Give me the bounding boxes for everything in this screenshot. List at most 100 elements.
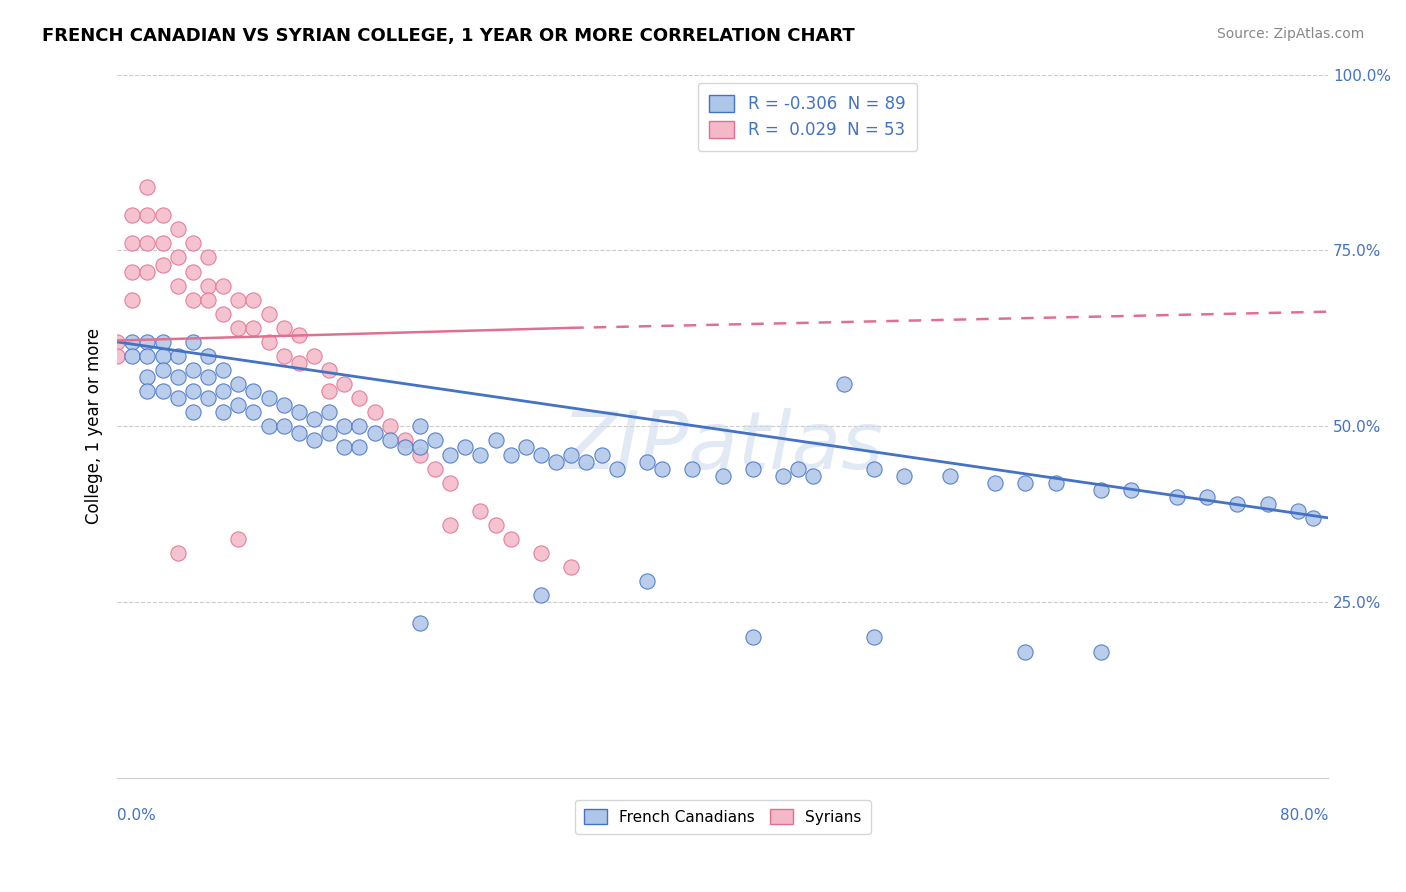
Point <box>1090 483 1112 497</box>
Point <box>197 370 219 384</box>
Point <box>349 441 371 455</box>
Point <box>560 560 582 574</box>
Legend: French Canadians, Syrians: French Canadians, Syrians <box>575 799 870 834</box>
Point <box>121 208 143 222</box>
Point <box>938 468 960 483</box>
Point <box>166 278 188 293</box>
Point <box>499 532 522 546</box>
Point <box>197 278 219 293</box>
Point <box>1166 490 1188 504</box>
Point <box>181 334 204 349</box>
Point <box>1257 497 1279 511</box>
Point <box>863 461 886 475</box>
Point <box>121 293 143 307</box>
Point <box>181 293 204 307</box>
Point <box>349 419 371 434</box>
Point <box>318 384 340 399</box>
Point <box>166 546 188 560</box>
Text: 80.0%: 80.0% <box>1279 808 1329 823</box>
Point <box>1302 511 1324 525</box>
Point <box>439 475 461 490</box>
Point <box>181 236 204 251</box>
Point <box>711 468 734 483</box>
Point <box>242 293 264 307</box>
Point <box>1014 475 1036 490</box>
Point <box>288 327 311 342</box>
Point <box>454 441 477 455</box>
Point <box>1121 483 1143 497</box>
Point <box>181 363 204 377</box>
Point <box>105 334 128 349</box>
Point <box>530 546 553 560</box>
Point <box>606 461 628 475</box>
Point <box>636 454 658 468</box>
Point <box>1090 644 1112 658</box>
Point <box>152 236 174 251</box>
Point <box>136 208 159 222</box>
Point <box>166 251 188 265</box>
Point <box>121 334 143 349</box>
Point <box>484 434 506 448</box>
Point <box>560 448 582 462</box>
Point <box>893 468 915 483</box>
Point <box>136 349 159 363</box>
Text: ZIPatlas: ZIPatlas <box>561 409 884 486</box>
Point <box>409 419 432 434</box>
Point <box>257 391 280 405</box>
Point <box>257 334 280 349</box>
Point <box>530 448 553 462</box>
Point <box>197 349 219 363</box>
Point <box>302 412 325 426</box>
Point <box>212 363 235 377</box>
Point <box>288 426 311 441</box>
Point <box>181 384 204 399</box>
Point <box>636 574 658 589</box>
Point <box>318 426 340 441</box>
Point <box>121 264 143 278</box>
Point <box>333 419 356 434</box>
Point <box>302 349 325 363</box>
Point <box>257 307 280 321</box>
Point <box>470 504 492 518</box>
Point <box>302 434 325 448</box>
Point <box>257 419 280 434</box>
Point <box>136 264 159 278</box>
Point <box>863 631 886 645</box>
Point <box>152 208 174 222</box>
Point <box>363 426 385 441</box>
Point <box>787 461 810 475</box>
Point <box>423 461 446 475</box>
Point <box>121 349 143 363</box>
Point <box>105 349 128 363</box>
Point <box>803 468 825 483</box>
Point <box>121 236 143 251</box>
Point <box>166 222 188 236</box>
Point <box>378 419 401 434</box>
Point <box>152 349 174 363</box>
Point <box>394 434 416 448</box>
Point <box>378 434 401 448</box>
Point <box>333 377 356 392</box>
Point <box>423 434 446 448</box>
Point <box>832 377 855 392</box>
Point <box>1045 475 1067 490</box>
Point <box>166 349 188 363</box>
Point <box>136 236 159 251</box>
Point <box>546 454 568 468</box>
Point <box>226 293 249 307</box>
Point <box>242 384 264 399</box>
Point <box>136 180 159 194</box>
Point <box>273 321 295 335</box>
Point <box>242 405 264 419</box>
Point <box>772 468 794 483</box>
Point <box>242 321 264 335</box>
Point <box>439 517 461 532</box>
Point <box>136 384 159 399</box>
Point <box>409 616 432 631</box>
Point <box>1014 644 1036 658</box>
Point <box>136 334 159 349</box>
Point <box>681 461 703 475</box>
Point <box>484 517 506 532</box>
Point <box>439 448 461 462</box>
Point <box>152 384 174 399</box>
